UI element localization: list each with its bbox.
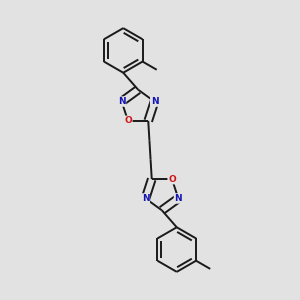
Text: O: O bbox=[124, 116, 132, 125]
Text: N: N bbox=[142, 194, 149, 203]
Text: N: N bbox=[151, 97, 158, 106]
Text: N: N bbox=[175, 194, 182, 203]
Text: O: O bbox=[168, 175, 176, 184]
Text: N: N bbox=[118, 97, 125, 106]
